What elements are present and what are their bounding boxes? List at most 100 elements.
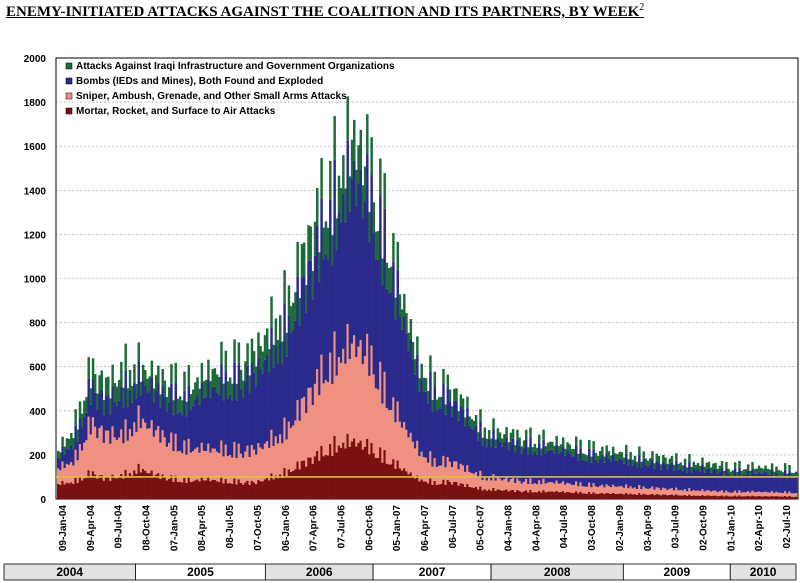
bar-segment xyxy=(681,470,685,491)
bar-segment xyxy=(91,379,95,418)
bar-segment xyxy=(672,495,676,499)
bar-segment xyxy=(263,479,267,499)
bar-segment xyxy=(104,430,108,477)
bar-segment xyxy=(555,480,558,491)
bar-segment xyxy=(494,439,497,448)
bar-segment xyxy=(287,469,291,499)
bar-segment xyxy=(191,481,195,499)
bar-segment xyxy=(653,489,656,496)
bar-segment xyxy=(252,372,256,450)
bar-segment xyxy=(198,388,201,405)
bar-segment xyxy=(596,487,600,494)
bar-segment xyxy=(588,448,591,483)
bar-segment xyxy=(794,493,798,497)
bar-segment xyxy=(596,462,600,488)
bar-segment xyxy=(487,430,491,440)
bar-segment xyxy=(622,463,626,488)
bar-segment xyxy=(701,457,704,465)
bar-segment xyxy=(622,494,626,499)
bar-segment xyxy=(61,461,64,481)
bar-segment xyxy=(581,453,585,460)
bar-segment xyxy=(529,437,532,479)
bar-segment xyxy=(503,443,506,480)
bar-segment xyxy=(446,479,450,499)
x-tick-label: 09-Jan-04 xyxy=(58,505,69,552)
x-tick-label: 04-Jul-08 xyxy=(559,505,570,549)
bar-segment xyxy=(781,476,785,494)
bar-segment xyxy=(672,464,676,471)
bar-segment xyxy=(622,457,626,464)
bar-segment xyxy=(681,495,685,499)
bar-segment xyxy=(640,489,643,495)
bar-segment xyxy=(557,483,561,493)
bar-segment xyxy=(579,448,582,483)
bar-segment xyxy=(305,466,308,499)
bar-segment xyxy=(605,484,608,493)
bar-segment xyxy=(464,486,467,499)
bar-segment xyxy=(220,364,223,441)
bar-segment xyxy=(335,452,339,499)
bar-segment xyxy=(383,371,386,451)
bar-segment xyxy=(742,492,746,497)
bar-segment xyxy=(176,451,180,482)
bar-segment xyxy=(535,484,539,493)
bar-segment xyxy=(213,386,217,449)
bar-segment xyxy=(579,439,582,449)
bar-segment xyxy=(659,464,663,470)
bar-segment xyxy=(757,465,761,472)
bar-segment xyxy=(485,480,489,491)
bar-segment xyxy=(146,428,149,474)
bar-segment xyxy=(326,259,330,383)
bar-segment xyxy=(629,451,632,460)
bar-segment xyxy=(396,242,400,270)
bar-segment xyxy=(651,486,654,494)
bar-segment xyxy=(178,481,182,499)
bar-segment xyxy=(61,436,64,447)
bar-segment xyxy=(770,491,774,496)
bar-segment xyxy=(228,454,232,484)
bar-segment xyxy=(548,449,552,483)
bar-segment xyxy=(248,457,252,485)
bar-segment xyxy=(148,391,151,429)
bar-segment xyxy=(561,437,565,447)
bar-segment xyxy=(398,468,402,499)
bar-segment xyxy=(115,440,119,479)
bar-segment xyxy=(668,488,672,495)
bar-segment xyxy=(272,368,275,446)
bar-segment xyxy=(91,417,95,472)
bar-segment xyxy=(89,476,93,499)
bar-segment xyxy=(481,445,484,480)
bar-segment xyxy=(775,472,778,492)
bar-segment xyxy=(681,490,685,496)
bar-segment xyxy=(222,483,225,499)
bar-segment xyxy=(307,387,310,458)
bar-segment xyxy=(154,474,158,499)
bar-segment xyxy=(198,452,201,482)
bar-segment xyxy=(357,442,360,499)
bar-segment xyxy=(59,484,62,499)
bar-segment xyxy=(568,492,571,499)
bar-segment xyxy=(67,438,71,450)
bar-segment xyxy=(762,473,765,493)
bar-segment xyxy=(307,260,310,388)
bar-segment xyxy=(70,462,73,483)
bar-segment xyxy=(625,484,628,493)
bar-segment xyxy=(109,398,112,415)
bar-segment xyxy=(509,490,513,499)
bar-segment xyxy=(344,448,347,499)
bar-segment xyxy=(337,357,341,446)
x-tick-label: 02-Jan-09 xyxy=(615,505,626,552)
bar-segment xyxy=(396,460,400,499)
bar-segment xyxy=(189,482,193,499)
bar-segment xyxy=(61,446,64,462)
bar-segment xyxy=(333,159,336,332)
bar-segment xyxy=(583,493,587,499)
bar-segment xyxy=(231,484,234,499)
year-label: 2010 xyxy=(750,565,777,579)
bar-segment xyxy=(731,470,735,476)
bar-segment xyxy=(76,483,80,499)
bar-segment xyxy=(450,416,454,468)
bar-segment xyxy=(740,492,743,497)
bar-segment xyxy=(255,386,258,455)
bar-segment xyxy=(61,480,64,499)
